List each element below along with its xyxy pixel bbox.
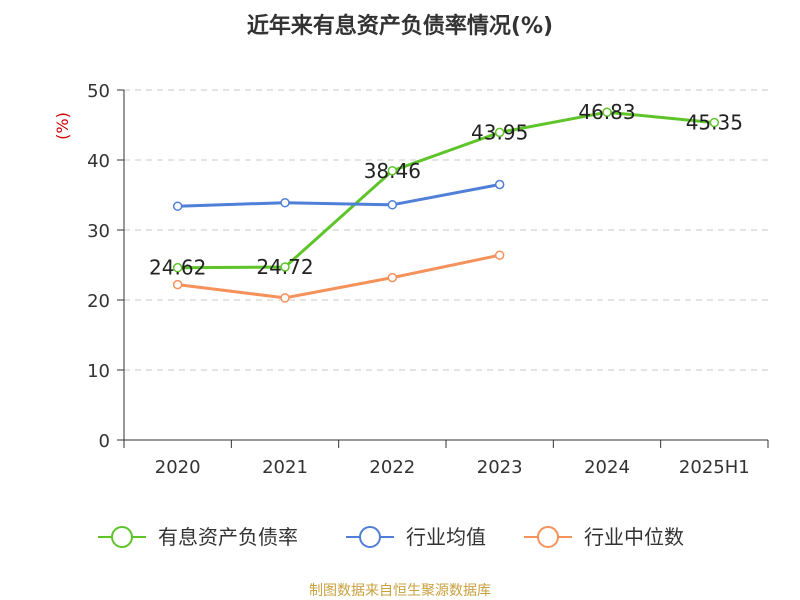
series-line xyxy=(177,110,715,270)
y-tick-label: 40 xyxy=(87,151,110,172)
series-line xyxy=(177,183,500,208)
data-point xyxy=(387,166,398,176)
legend-label: 有息资产负债率 xyxy=(158,525,298,549)
data-point xyxy=(387,272,398,283)
data-point xyxy=(494,250,505,260)
data-point xyxy=(494,179,505,190)
legend-label: 行业中位数 xyxy=(584,525,684,549)
data-point xyxy=(172,201,183,211)
data-label: 46.83 xyxy=(578,100,635,124)
grid-lines xyxy=(124,89,768,371)
x-tick-label: 2023 xyxy=(477,457,523,478)
data-point xyxy=(602,107,612,117)
legend-marker xyxy=(537,526,559,548)
data-label: 43.95 xyxy=(471,120,528,144)
data-point xyxy=(172,279,183,290)
data-point xyxy=(280,197,290,208)
y-axis-label: (%) xyxy=(53,112,72,140)
y-tick-label: 0 xyxy=(99,431,110,452)
y-tick-label: 20 xyxy=(87,291,110,312)
chart-title: 近年来有息资产负债率情况(%) xyxy=(247,13,553,39)
axes: 0 10 20 30 40 50 2020 2021 2022 2023 2024 2025H1 xyxy=(87,81,769,478)
y-tick-label: 50 xyxy=(87,81,110,102)
source-note: 制图数据来自恒生聚源数据库 xyxy=(309,583,491,599)
series-line xyxy=(177,253,501,300)
legend-label: 行业均值 xyxy=(406,525,486,549)
data-point xyxy=(709,117,720,128)
x-tick-label: 2022 xyxy=(369,457,415,478)
data-point xyxy=(172,262,183,273)
x-tick-label: 2021 xyxy=(262,457,308,478)
y-tick-label: 30 xyxy=(87,221,110,242)
data-label: 24.72 xyxy=(256,255,313,279)
legend: 有息资产负债率 行业均值 行业中位数 xyxy=(98,525,684,549)
x-tick-label: 2024 xyxy=(584,457,630,478)
y-tick-label: 10 xyxy=(87,361,110,382)
data-point xyxy=(280,262,290,272)
data-point xyxy=(494,127,505,138)
series-layer xyxy=(172,107,720,303)
legend-marker xyxy=(111,526,133,548)
x-tick-label: 2020 xyxy=(155,457,201,478)
data-point xyxy=(387,200,398,210)
data-point xyxy=(280,293,290,303)
data-label: 24.62 xyxy=(149,256,206,280)
data-label: 38.46 xyxy=(364,159,421,183)
x-tick-label: 2025H1 xyxy=(679,457,750,478)
legend-marker xyxy=(359,526,381,548)
data-labels: 24.62 24.72 38.46 43.95 46.83 45.35 xyxy=(149,100,743,279)
data-label: 45.35 xyxy=(686,111,743,135)
